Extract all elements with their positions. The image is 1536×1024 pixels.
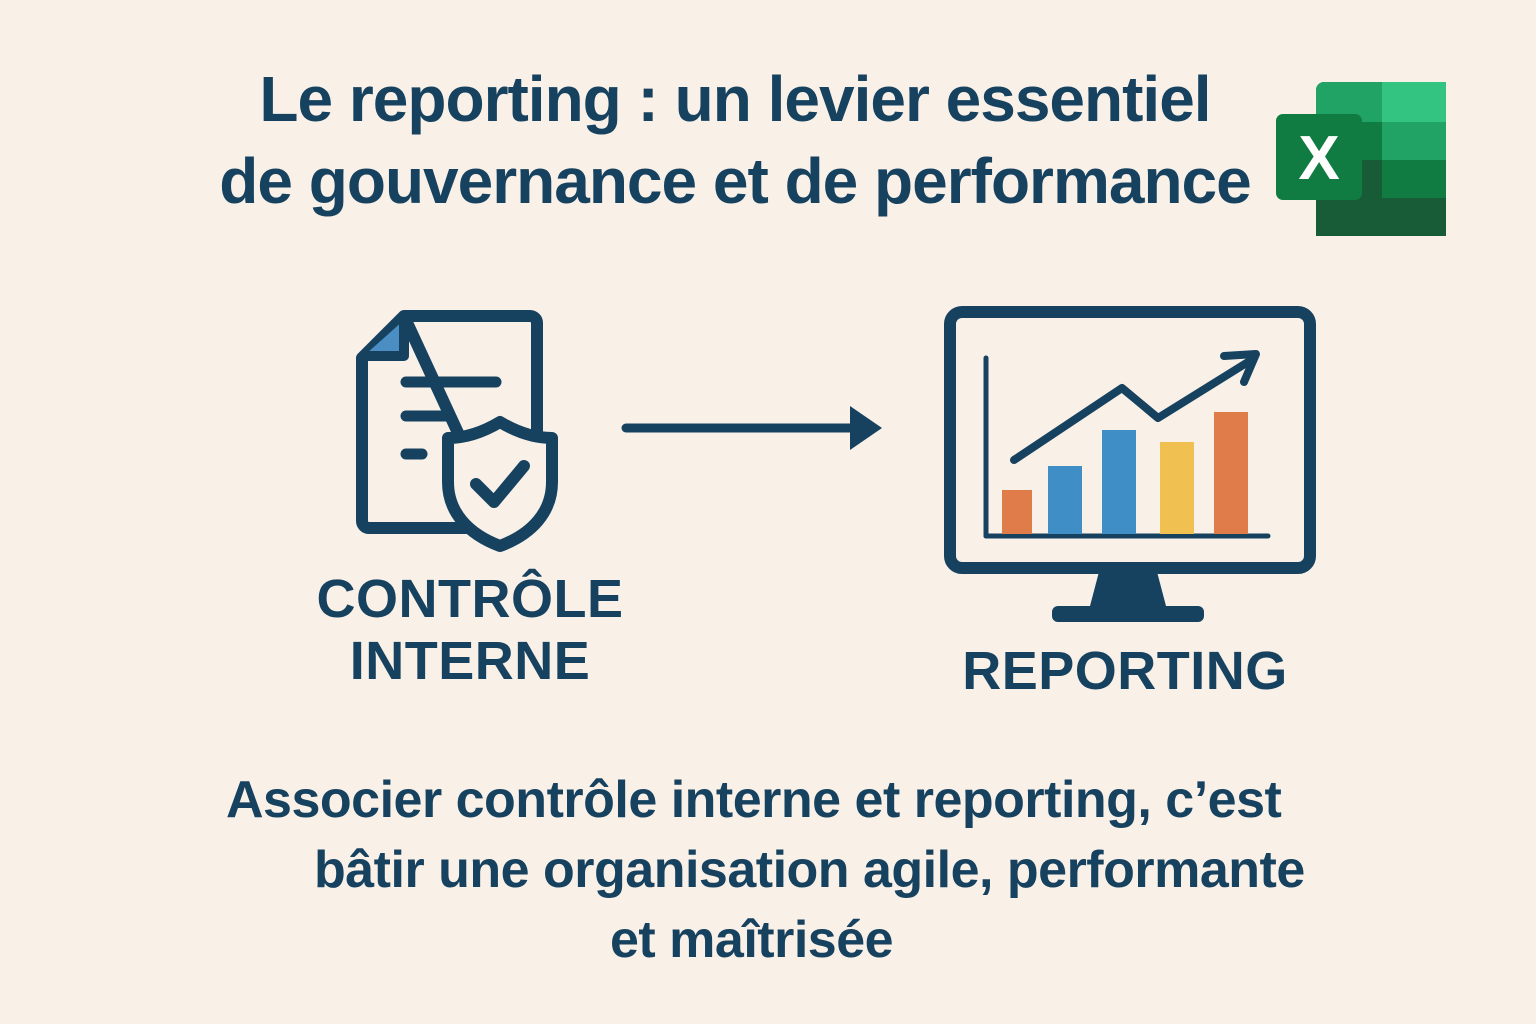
page-title: Le reporting : un levier essentiel de go… — [150, 58, 1320, 222]
excel-icon: X — [1274, 80, 1450, 240]
bar-5 — [1214, 412, 1248, 534]
bar-1 — [1002, 490, 1032, 534]
title-line-2: de gouvernance et de performance — [219, 145, 1251, 217]
reporting-label-text: REPORTING — [962, 641, 1288, 701]
conclusion-line-1: Associer contrôle interne et reporting, … — [226, 771, 1282, 829]
arrow-right-icon — [620, 400, 890, 456]
conclusion-text: Associer contrôle interne et reporting, … — [0, 766, 1536, 976]
bar-3 — [1102, 430, 1136, 534]
document-shield-check-icon — [352, 306, 566, 556]
control-label-line-2: INTERNE — [349, 631, 591, 691]
control-label: CONTRÔLE INTERNE — [300, 568, 640, 692]
conclusion-line-2: bâtir une organisation agile, performant… — [314, 841, 1305, 899]
bar-4 — [1160, 442, 1194, 534]
title-line-1: Le reporting : un levier essentiel — [259, 63, 1211, 135]
excel-letter: X — [1298, 124, 1339, 193]
control-label-line-1: CONTRÔLE — [316, 569, 624, 629]
conclusion-line-3: et maîtrisée — [610, 911, 894, 969]
reporting-label: REPORTING — [950, 640, 1300, 702]
monitor-chart-icon — [938, 302, 1318, 630]
bar-2 — [1048, 466, 1082, 534]
